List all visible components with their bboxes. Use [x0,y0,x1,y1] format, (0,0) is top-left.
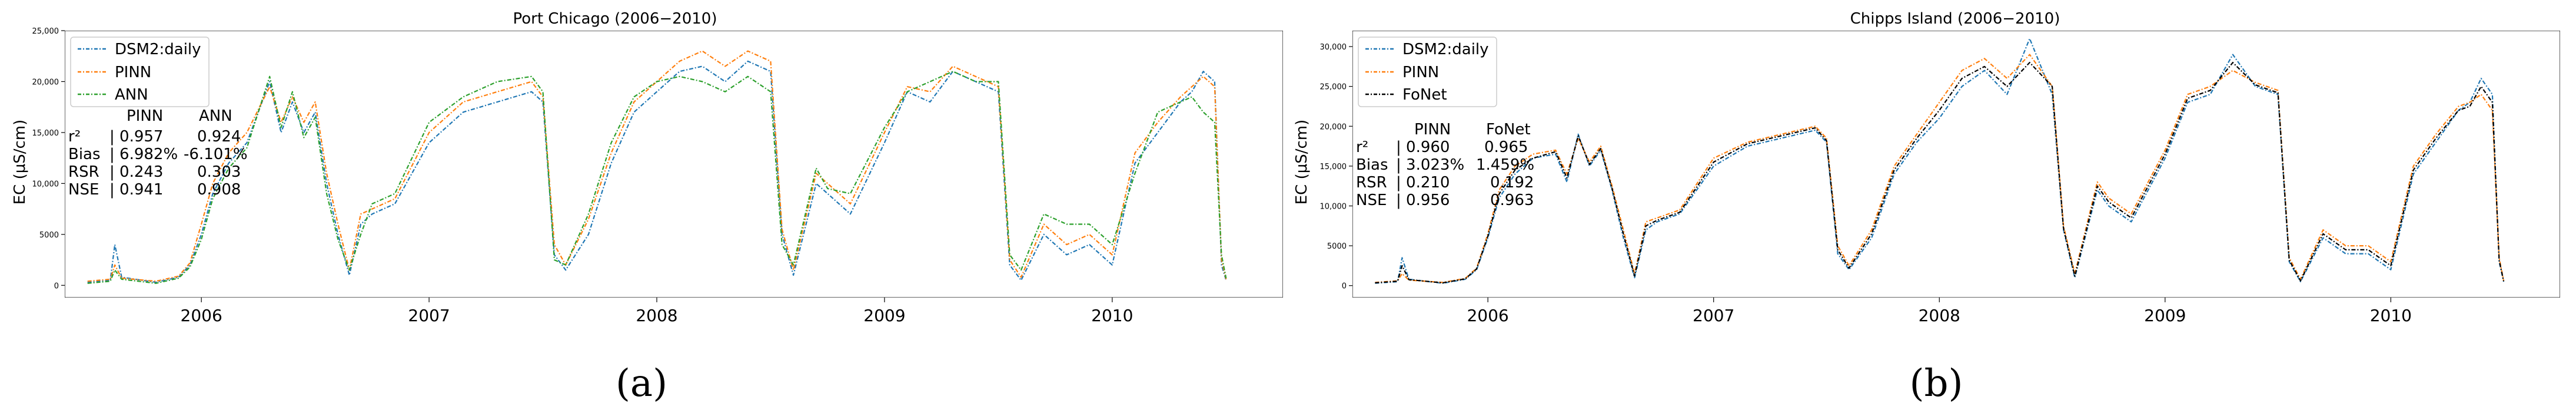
metrics-cell: 0.965 [1484,138,1528,156]
metrics-header-1: PINN [127,107,163,125]
legend-entry-dsm2: DSM2:daily [78,41,201,58]
y-axis-label: EC (μS/cm) [11,120,29,205]
series-layer [87,50,1227,284]
legend-label: PINN [115,64,151,81]
y-tick-label: 15,000 [1320,163,1347,171]
chart-title: Port Chicago (2006−2010) [513,10,717,28]
metrics-row-label: r² [1356,138,1368,156]
legend-frame [70,37,210,107]
series-line-fonet [1375,61,2505,284]
x-tick-label: 2010 [1091,306,1133,325]
axis-layer: 2006 2007 2008 2009 2010 0 5000 10,000 15,000 20,… [32,27,1134,325]
x-tick-label: 2008 [636,306,677,325]
panel-port-chicago: Port Chicago (2006−2010) EC (μS/cm) 2006… [11,10,1283,405]
x-tick-label: 2006 [1467,306,1508,325]
y-tick-label: 30,000 [1320,43,1347,52]
x-tick-label: 2009 [863,306,905,325]
y-tick-label: 10,000 [32,180,59,189]
x-tick-label: 2007 [408,306,450,325]
series-layer [1375,38,2505,284]
x-tick-label: 2010 [2370,306,2412,325]
y-tick-label: 20,000 [1320,123,1347,131]
metrics-cell: 0.192 [1490,174,1534,192]
x-tick-label: 2009 [2144,306,2186,325]
metrics-cell: 0.303 [197,163,241,181]
metrics-cell: | 0.956 [1396,192,1450,209]
x-tick-label: 2006 [181,306,222,325]
axis-layer: 2006 2007 2008 2009 2010 0 5000 10,000 15,000 20,… [1320,43,2412,325]
metrics-header-1: PINN [1414,121,1451,138]
series-line-pinn [87,50,1227,282]
legend: DSM2:daily PINN FoNet [1358,37,1497,107]
legend-label: FoNet [1402,86,1447,104]
plot-area [65,31,1283,298]
metrics-cell: | 0.210 [1396,174,1450,192]
metrics-table: PINN FoNet r² | 0.960 0.965 Bias | 3.023… [1356,121,1534,209]
series-line-pinn [1375,54,2505,283]
metrics-cell: -6.101% [184,146,248,163]
legend-entry-ann: ANN [78,86,148,104]
y-tick-label: 20,000 [32,78,59,87]
legend-entry-dsm2: DSM2:daily [1365,41,1489,58]
metrics-row-label: Bias [68,146,101,163]
metrics-cell: 1.459% [1476,156,1534,174]
y-axis-label: EC (μS/cm) [1293,120,1311,205]
metrics-table: PINN ANN r² | 0.957 0.924 Bias | 6.982% … [68,107,248,199]
panel-chipps-island: Chipps Island (2006−2010) EC (μS/cm) 200… [1293,10,2560,405]
series-line-ann [87,71,1227,284]
legend-entry-pinn: PINN [78,64,151,81]
metrics-cell: | 0.957 [109,128,163,146]
legend-label: DSM2:daily [1402,41,1489,58]
legend-label: PINN [1402,64,1439,81]
y-tick-label: 5000 [1327,242,1347,251]
y-tick-label: 15,000 [32,129,59,138]
metrics-cell: | 3.023% [1396,156,1464,174]
y-tick-label: 25,000 [32,27,59,36]
metrics-header-2: ANN [199,107,232,125]
y-tick-label: 25,000 [1320,83,1347,92]
series-line-dsm2-daily [1375,38,2505,284]
metrics-cell: 0.963 [1490,192,1534,209]
legend-frame [1358,37,1497,107]
legend-entry-pinn: PINN [1365,64,1439,81]
metrics-cell: 0.908 [197,181,241,199]
metrics-cell: 0.924 [197,128,241,146]
metrics-row-label: NSE [68,181,99,199]
y-tick-label: 10,000 [1320,202,1347,211]
plot-frame [65,31,1283,298]
x-tick-label: 2007 [1693,306,1734,325]
x-tick-label: 2008 [1919,306,1960,325]
panel-label: (b) [1910,362,1963,405]
metrics-header-2: FoNet [1486,121,1531,138]
metrics-row-label: NSE [1356,192,1387,209]
metrics-cell: | 0.941 [109,181,163,199]
panel-label: (a) [616,362,667,405]
metrics-cell: | 0.243 [109,163,163,181]
series-line-dsm2-daily [87,60,1227,283]
y-tick-label: 0 [1342,282,1347,291]
plot-area [1352,31,2560,298]
legend-label: DSM2:daily [115,41,201,58]
y-tick-label: 0 [54,282,59,290]
metrics-row-label: Bias [1356,156,1388,174]
metrics-row-label: RSR [1356,174,1387,192]
y-tick-label: 5000 [39,231,59,240]
metrics-row-label: r² [68,128,81,146]
metrics-cell: | 0.960 [1396,138,1450,156]
chart-title: Chipps Island (2006−2010) [1850,10,2060,28]
legend-label: ANN [115,86,148,104]
legend: DSM2:daily PINN ANN [70,37,210,107]
metrics-row-label: RSR [68,163,99,181]
legend-entry-fonet: FoNet [1365,86,1447,104]
metrics-cell: | 6.982% [109,146,178,163]
